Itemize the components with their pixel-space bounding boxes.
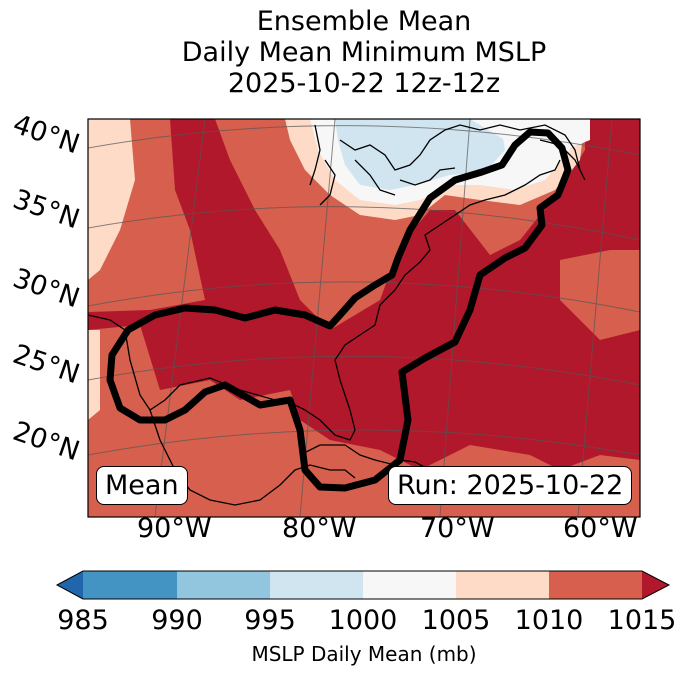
colorbar-tick-990: 990 — [151, 605, 203, 636]
lon-label-70w: 70°W — [420, 513, 495, 544]
colorbar-extend-high — [642, 571, 669, 599]
colorbar-label: MSLP Daily Mean (mb) — [251, 642, 477, 666]
colorbar-bin-1000-1005 — [363, 571, 456, 599]
pressure-field — [88, 119, 640, 517]
colorbar-bin-985-990 — [83, 571, 177, 599]
colorbar-bin-995-1000 — [270, 571, 363, 599]
colorbar-bin-990-995 — [177, 571, 270, 599]
mslp-shade-1000-1005-gulf — [88, 330, 100, 420]
lon-label-90w: 90°W — [137, 513, 212, 544]
graticule — [88, 119, 640, 517]
colorbar — [55, 570, 671, 600]
mean-label: Mean — [96, 466, 188, 505]
colorbar-tick-995: 995 — [244, 605, 296, 636]
colorbar-tick-1010: 1010 — [514, 605, 584, 636]
probability-contour — [106, 128, 572, 492]
mslp-shade-1005-1010-east — [560, 250, 640, 340]
colorbar-tick-985: 985 — [57, 605, 109, 636]
colorbar-outline — [55, 570, 671, 600]
colorbar-tick-1015: 1015 — [607, 605, 677, 636]
mslp-shade-1000-1005-west — [88, 119, 135, 280]
title-line-1: Ensemble Mean — [256, 6, 472, 37]
lon-label-60w: 60°W — [563, 513, 638, 544]
title-line-2: Daily Mean Minimum MSLP — [181, 37, 547, 68]
map-frame — [87, 118, 641, 518]
lon-label-80w: 80°W — [282, 513, 357, 544]
colorbar-bin-1010-1015 — [549, 571, 642, 599]
colorbar-bin-1005-1010 — [456, 571, 549, 599]
title-line-3: 2025-10-22 12z-12z — [227, 68, 501, 99]
chart-title: Ensemble Mean Daily Mean Minimum MSLP 20… — [0, 6, 688, 99]
colorbar-extend-low — [57, 571, 83, 599]
run-label: Run: 2025-10-22 — [388, 466, 633, 505]
colorbar-tick-1005: 1005 — [421, 605, 491, 636]
colorbar-tick-1000: 1000 — [328, 605, 398, 636]
